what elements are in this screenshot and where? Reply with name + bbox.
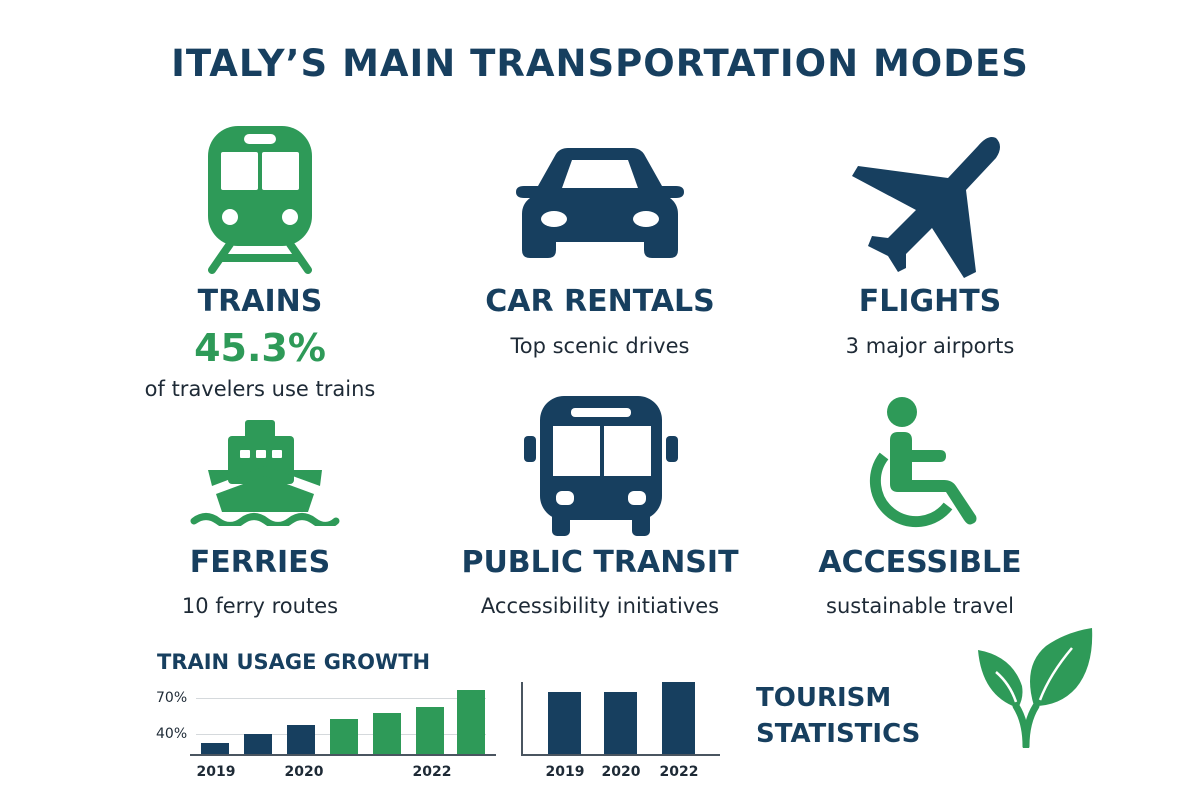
- bar-2: [244, 733, 272, 754]
- car-icon: [516, 146, 684, 262]
- mode-label-ferries: FERRIES: [189, 545, 331, 580]
- chart2-y-axis: [521, 682, 523, 755]
- mode-sub-car-rentals: Top scenic drives: [510, 334, 690, 358]
- airplane-icon: [848, 132, 1004, 284]
- chart2-x-tick-2019: 2019: [545, 764, 585, 780]
- mode-sub-flights: 3 major airports: [845, 334, 1015, 358]
- chart2-x-tick-2022: 2022: [659, 764, 699, 780]
- mode-label-accessible: ACCESSIBLE: [818, 545, 1022, 580]
- bar-3: [287, 725, 315, 754]
- chart2-bar-2019: [548, 692, 581, 754]
- bar-6: [416, 707, 444, 754]
- page-title: ITALY’S MAIN TRANSPORTATION MODES: [171, 42, 1029, 85]
- chart2-bar-2022: [662, 682, 695, 754]
- mode-sub-public-transit: Accessibility initiatives: [480, 594, 720, 618]
- bar-7: [457, 690, 485, 754]
- tourism-line2: STATISTICS: [756, 719, 921, 749]
- chart2-bar-2020: [604, 692, 637, 754]
- bar-1: [201, 743, 229, 754]
- bar-5: [373, 713, 401, 754]
- mode-sub-ferries: 10 ferry routes: [181, 594, 339, 618]
- train-icon: [208, 126, 312, 278]
- x-tick-2022: 2022: [412, 764, 452, 780]
- mode-label-flights: FLIGHTS: [858, 284, 1002, 319]
- ship-icon: [190, 420, 340, 530]
- bus-icon: [524, 396, 678, 540]
- mode-label-car-rentals: CAR RENTALS: [485, 284, 715, 319]
- x-tick-2020: 2020: [284, 764, 324, 780]
- wheelchair-icon: [852, 394, 982, 538]
- bar-4: [330, 719, 358, 754]
- x-tick-2019: 2019: [196, 764, 236, 780]
- mode-sub-trains: of travelers use trains: [144, 377, 376, 401]
- mode-label-trains: TRAINS: [197, 284, 323, 319]
- mode-label-public-transit: PUBLIC TRANSIT: [461, 545, 739, 580]
- chart-title: TRAIN USAGE GROWTH: [157, 650, 431, 674]
- mode-sub-accessible: sustainable travel: [826, 594, 1014, 618]
- gridline-70: [196, 698, 486, 699]
- leaf-sprout-icon: [976, 626, 1096, 752]
- tourism-statistics-heading: TOURISM STATISTICS: [756, 680, 920, 752]
- chart2-x-axis: [521, 754, 720, 756]
- y-tick-40: 40%: [156, 726, 188, 742]
- trains-stat: 45.3%: [194, 326, 326, 370]
- y-tick-70: 70%: [156, 690, 188, 706]
- x-axis: [190, 754, 496, 756]
- chart2-x-tick-2020: 2020: [601, 764, 641, 780]
- tourism-line1: TOURISM: [756, 683, 892, 713]
